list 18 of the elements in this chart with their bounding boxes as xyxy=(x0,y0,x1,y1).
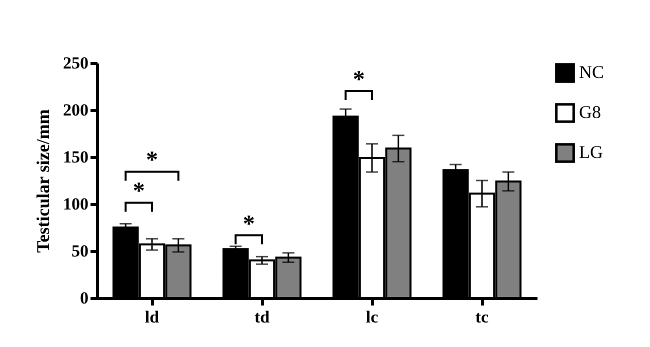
legend-label: LG xyxy=(579,142,603,162)
legend-label: G8 xyxy=(579,102,601,122)
y-tick-label: 0 xyxy=(80,288,88,308)
annotation: * xyxy=(242,211,255,238)
y-tick-label: 100 xyxy=(63,194,88,214)
annotation: * xyxy=(146,148,158,174)
legend-label: NC xyxy=(579,62,604,82)
y-tick-label: 200 xyxy=(63,100,88,120)
x-tick-label: tc xyxy=(475,308,490,326)
x-tick-label: ld xyxy=(144,308,160,326)
x-tick-label: lc xyxy=(366,308,379,326)
y-tick-label: 50 xyxy=(72,242,88,260)
annotation: * xyxy=(132,178,145,205)
x-tick-label: td xyxy=(254,308,270,326)
annotation: * xyxy=(352,67,365,94)
y-axis-title: Testicular size/mm xyxy=(33,109,53,253)
y-tick-label: 250 xyxy=(63,54,88,72)
y-tick-label: 150 xyxy=(63,148,88,166)
